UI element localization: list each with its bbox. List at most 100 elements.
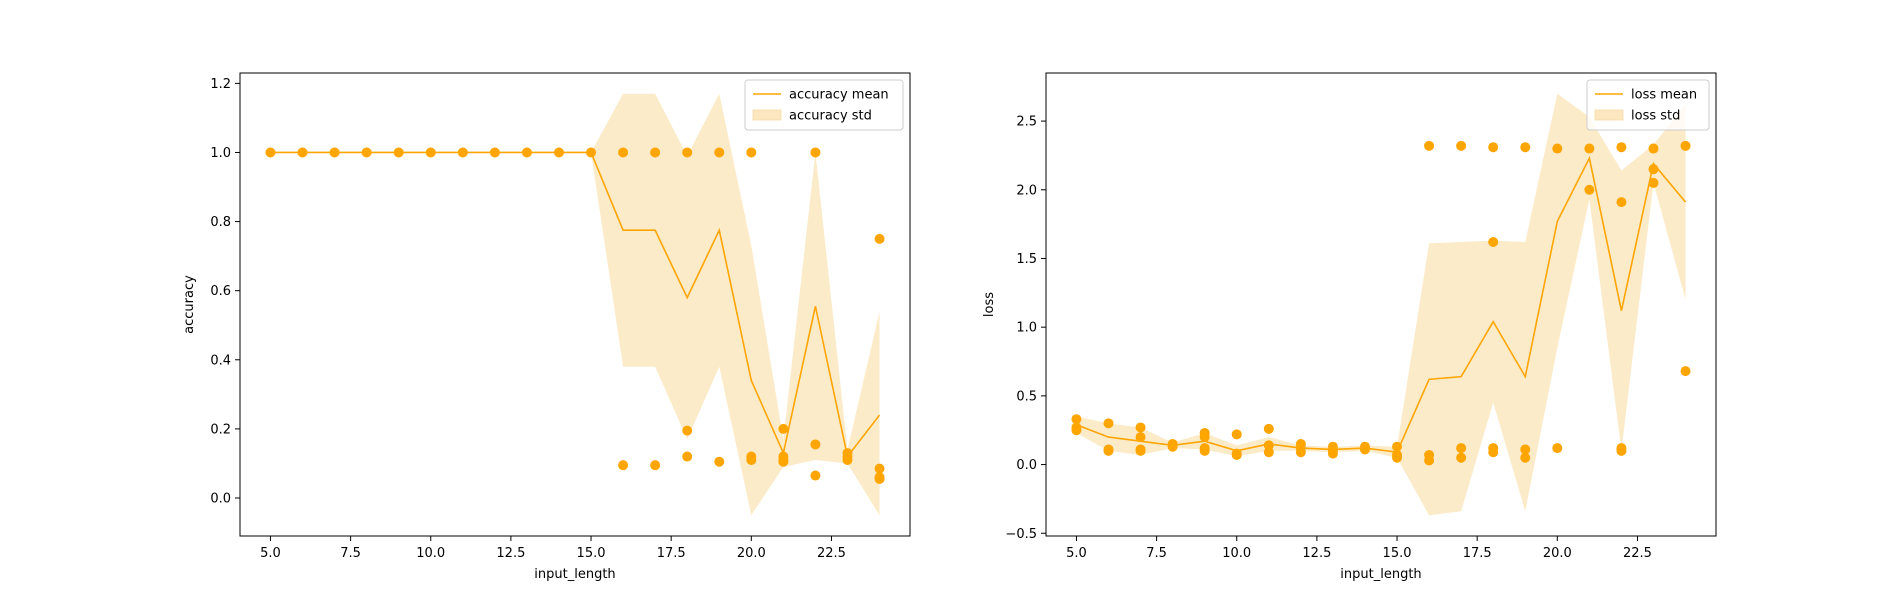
loss-point <box>1263 447 1274 458</box>
loss-point <box>1071 425 1082 436</box>
accuracy-point <box>521 147 532 158</box>
y-axis-label: loss <box>982 292 997 317</box>
chart-accuracy: 5.0 7.5 10.0 12.5 15.0 17.5 20.0 22.5 0.0 0.2 0.4 0… <box>182 72 911 582</box>
loss-point <box>1359 444 1370 455</box>
loss-point <box>1520 142 1531 153</box>
accuracy-point <box>650 460 661 471</box>
accuracy-point <box>586 147 597 158</box>
x-tick-label: 12.5 <box>1302 546 1331 561</box>
loss-point <box>1392 441 1403 452</box>
loss-point <box>1135 432 1146 443</box>
accuracy-point <box>425 147 436 158</box>
loss-point <box>1648 143 1659 154</box>
x-tick-label: 12.5 <box>496 546 525 561</box>
loss-point <box>1616 197 1627 208</box>
y-tick-label: 0.0 <box>210 491 231 506</box>
loss-axes-frame <box>1045 72 1717 537</box>
y-tick-label: 2.0 <box>1016 183 1037 198</box>
x-tick-label: 7.5 <box>340 546 361 561</box>
loss-point <box>1488 142 1499 153</box>
legend-band-swatch <box>1594 109 1624 121</box>
y-tick-label: 1.0 <box>210 146 231 161</box>
loss-point <box>1424 140 1435 151</box>
loss-point <box>1456 443 1467 454</box>
loss-point <box>1263 423 1274 434</box>
loss-point <box>1488 236 1499 247</box>
legend-label: loss std <box>1631 109 1680 124</box>
accuracy-axes-frame <box>239 72 911 537</box>
x-axis-label: input_length <box>534 567 615 582</box>
accuracy-point <box>297 147 308 158</box>
accuracy-point <box>874 463 885 474</box>
loss-point <box>1167 441 1178 452</box>
legend: accuracy mean accuracy std <box>744 79 904 131</box>
accuracy-point <box>746 454 757 465</box>
x-tick-label: 20.0 <box>737 546 766 561</box>
x-tick-label: 17.5 <box>657 546 686 561</box>
accuracy-point <box>746 147 757 158</box>
accuracy-point <box>778 423 789 434</box>
accuracy-point <box>489 147 500 158</box>
accuracy-point <box>874 473 885 484</box>
loss-point <box>1263 440 1274 451</box>
loss-point <box>1456 452 1467 463</box>
loss-std-band <box>1076 93 1686 516</box>
x-tick-label: 22.5 <box>817 546 846 561</box>
x-tick-label: 22.5 <box>1623 546 1652 561</box>
loss-point <box>1456 140 1467 151</box>
loss-point <box>1488 447 1499 458</box>
accuracy-point <box>810 470 821 481</box>
loss-point <box>1199 432 1210 443</box>
legend-band-swatch <box>752 109 782 121</box>
legend-box <box>744 79 904 131</box>
x-tick-label: 20.0 <box>1543 546 1572 561</box>
y-tick-label: 0.0 <box>1016 458 1037 473</box>
loss-point <box>1520 452 1531 463</box>
y-tick-label: 1.0 <box>1016 321 1037 336</box>
accuracy-point <box>778 456 789 467</box>
loss-point <box>1424 455 1435 466</box>
accuracy-point <box>682 147 693 158</box>
loss-point <box>1584 143 1595 154</box>
legend-label: accuracy std <box>789 109 872 124</box>
accuracy-point <box>329 147 340 158</box>
x-tick-label: 7.5 <box>1146 546 1167 561</box>
x-tick-label: 5.0 <box>1066 546 1087 561</box>
accuracy-point <box>618 460 629 471</box>
y-tick-label: 0.4 <box>210 353 231 368</box>
loss-point <box>1616 142 1627 153</box>
accuracy-point <box>393 147 404 158</box>
y-tick-label: 0.8 <box>210 215 231 230</box>
loss-point <box>1103 445 1114 456</box>
loss-point <box>1135 422 1146 433</box>
accuracy-point <box>810 439 821 450</box>
x-tick-label: 5.0 <box>260 546 281 561</box>
loss-point <box>1616 445 1627 456</box>
accuracy-point <box>842 454 853 465</box>
x-tick-label: 10.0 <box>416 546 445 561</box>
y-tick-label: −0.5 <box>1005 527 1037 542</box>
accuracy-point <box>874 233 885 244</box>
accuracy-point <box>682 425 693 436</box>
accuracy-point <box>714 456 725 467</box>
y-tick-label: 0.2 <box>210 422 231 437</box>
loss-point <box>1584 184 1595 195</box>
x-tick-label: 15.0 <box>577 546 606 561</box>
y-tick-label: 0.5 <box>1016 389 1037 404</box>
loss-point <box>1552 443 1563 454</box>
loss-point <box>1071 414 1082 425</box>
legend: loss mean loss std <box>1586 79 1710 131</box>
chart-loss: 5.0 7.5 10.0 12.5 15.0 17.5 20.0 22.5 −0.5 0.0 0.5… <box>982 72 1717 582</box>
loss-point <box>1327 448 1338 459</box>
loss-point <box>1520 444 1531 455</box>
accuracy-point <box>553 147 564 158</box>
loss-point <box>1392 452 1403 463</box>
y-tick-label: 2.5 <box>1016 115 1037 130</box>
loss-point <box>1552 143 1563 154</box>
loss-point <box>1231 449 1242 460</box>
accuracy-point <box>618 147 629 158</box>
accuracy-mean-line <box>270 151 881 459</box>
accuracy-std-band <box>270 93 880 516</box>
accuracy-point <box>457 147 468 158</box>
